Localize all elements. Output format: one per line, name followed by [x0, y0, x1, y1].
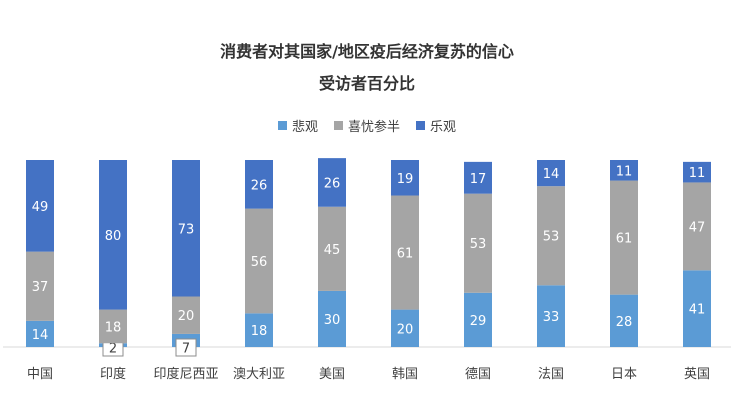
- bar-pessimistic-6: [464, 292, 492, 347]
- x-tick-label-9: 英国: [684, 367, 710, 382]
- bar-mixed-2: [172, 296, 200, 334]
- chart-subtitle: 受访者百分比: [318, 74, 415, 93]
- data-label-mixed-9: 47: [689, 220, 706, 235]
- bar-mixed-1: [99, 309, 127, 344]
- chart-title: 消费者对其国家/地区疫后经济复苏的信心: [220, 42, 514, 61]
- bar-optimistic-9: [683, 161, 711, 183]
- legend-label-mixed: 喜忧参半: [347, 120, 400, 135]
- legend-swatch-pessimistic: [277, 121, 287, 130]
- data-label-optimistic-6: 17: [470, 172, 487, 187]
- bar-mixed-5: [391, 195, 419, 310]
- x-tick-label-8: 日本: [611, 367, 637, 382]
- bar-pessimistic-5: [391, 309, 419, 347]
- data-label-optimistic-0: 49: [32, 200, 49, 215]
- bar-pessimistic-9: [683, 270, 711, 347]
- legend-label-pessimistic: 悲观: [291, 120, 318, 135]
- data-label-pessimistic-7: 33: [543, 310, 560, 325]
- legend-swatch-mixed: [333, 121, 343, 130]
- data-label-mixed-0: 37: [32, 280, 49, 295]
- bar-pessimistic-4: [318, 290, 346, 347]
- bar-optimistic-2: [172, 160, 200, 297]
- data-label-mixed-7: 53: [543, 230, 560, 245]
- x-tick-label-5: 韩国: [392, 367, 418, 382]
- data-label-optimistic-5: 19: [397, 172, 414, 187]
- x-tick-label-0: 中国: [27, 367, 53, 382]
- bar-pessimistic-3: [245, 313, 273, 347]
- data-label-optimistic-9: 11: [689, 166, 706, 181]
- data-label-pessimistic-3: 18: [251, 324, 268, 339]
- bar-optimistic-5: [391, 160, 419, 196]
- bar-mixed-3: [245, 208, 273, 314]
- x-tick-label-3: 澳大利亚: [233, 366, 285, 382]
- bar-optimistic-0: [26, 160, 54, 252]
- bar-optimistic-3: [245, 160, 273, 209]
- legend-swatch-optimistic: [416, 121, 425, 130]
- bar-mixed-4: [318, 206, 346, 291]
- data-label-pessimistic-0: 14: [32, 328, 49, 343]
- x-tick-label-6: 德国: [465, 367, 491, 382]
- data-label-mixed-8: 61: [616, 232, 633, 247]
- data-label-pessimistic-1: 2: [109, 342, 117, 357]
- x-tick-label-1: 印度: [100, 366, 126, 382]
- legend-item-mixed: 喜忧参半: [333, 116, 400, 135]
- bar-optimistic-1: [99, 160, 127, 310]
- data-label-optimistic-4: 26: [324, 176, 341, 191]
- data-label-pessimistic-4: 30: [324, 313, 341, 328]
- legend-label-optimistic: 乐观: [430, 120, 457, 135]
- bar-optimistic-4: [318, 158, 346, 207]
- data-label-pessimistic-6: 29: [470, 314, 487, 329]
- data-label-optimistic-7: 14: [543, 167, 560, 182]
- bar-mixed-8: [610, 180, 638, 295]
- data-label-mixed-5: 61: [397, 247, 414, 262]
- data-label-mixed-3: 56: [251, 255, 268, 270]
- bar-pessimistic-0: [26, 320, 54, 347]
- data-label-mixed-4: 45: [324, 243, 341, 258]
- legend-item-pessimistic: 悲观: [277, 116, 318, 135]
- legend-item-optimistic: 乐观: [416, 116, 456, 135]
- bar-optimistic-8: [610, 160, 638, 181]
- bar-mixed-7: [537, 186, 565, 286]
- data-label-mixed-1: 18: [105, 320, 122, 335]
- data-label-pessimistic-2: 7: [182, 342, 190, 357]
- bar-pessimistic-8: [610, 294, 638, 347]
- bar-pessimistic-7: [537, 285, 565, 347]
- data-label-callout-box: [175, 338, 197, 357]
- data-label-pessimistic-9: 41: [689, 303, 706, 318]
- x-tick-label-4: 美国: [319, 367, 345, 382]
- data-label-mixed-2: 20: [178, 309, 195, 324]
- data-label-optimistic-3: 26: [251, 178, 268, 193]
- x-tick-label-2: 印度尼西亚: [153, 366, 218, 382]
- data-label-optimistic-1: 80: [105, 229, 122, 244]
- data-label-mixed-6: 53: [470, 237, 487, 252]
- data-label-optimistic-8: 11: [616, 164, 633, 179]
- bar-optimistic-6: [464, 161, 492, 194]
- data-label-pessimistic-5: 20: [397, 322, 414, 337]
- bar-mixed-9: [683, 182, 711, 271]
- bar-mixed-6: [464, 193, 492, 293]
- bar-mixed-0: [26, 251, 54, 321]
- chart-legend: 悲观 喜忧参半 乐观: [0, 116, 734, 135]
- data-label-pessimistic-8: 28: [616, 315, 633, 330]
- x-tick-label-7: 法国: [538, 367, 564, 382]
- data-label-optimistic-2: 73: [178, 222, 195, 237]
- bar-optimistic-7: [537, 160, 565, 187]
